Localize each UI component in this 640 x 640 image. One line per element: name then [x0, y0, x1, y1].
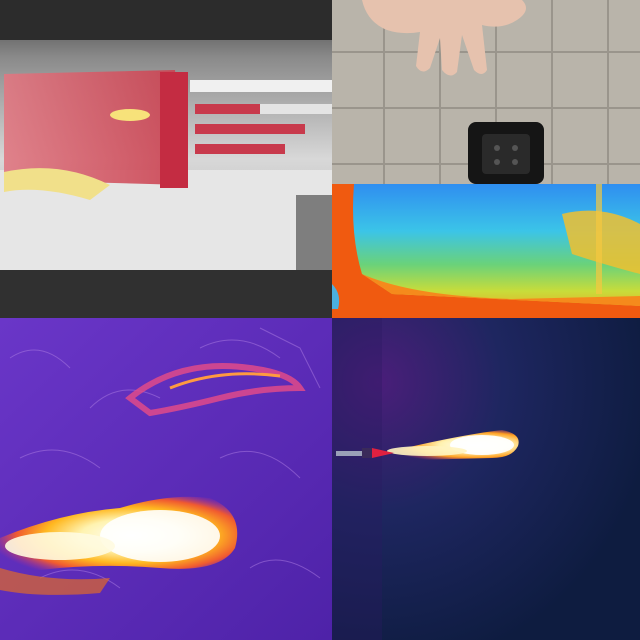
rainbow-thermal-image — [332, 184, 640, 318]
thermal-heatsink-image — [0, 0, 332, 318]
wall-photo-image — [332, 0, 640, 184]
grass-flame-image — [0, 318, 332, 640]
hand-shape — [362, 0, 526, 76]
torch-flame-image — [332, 318, 640, 640]
thermal-torch-flame-ironbow — [332, 318, 640, 640]
torch-nozzle — [336, 451, 372, 456]
tiled-wall-hand-photo — [332, 0, 640, 184]
thermal-wall-rainbow — [332, 184, 640, 318]
thermal-heatsink-grayscale — [0, 0, 332, 318]
thermal-grass-flame-ironbow — [0, 318, 332, 640]
